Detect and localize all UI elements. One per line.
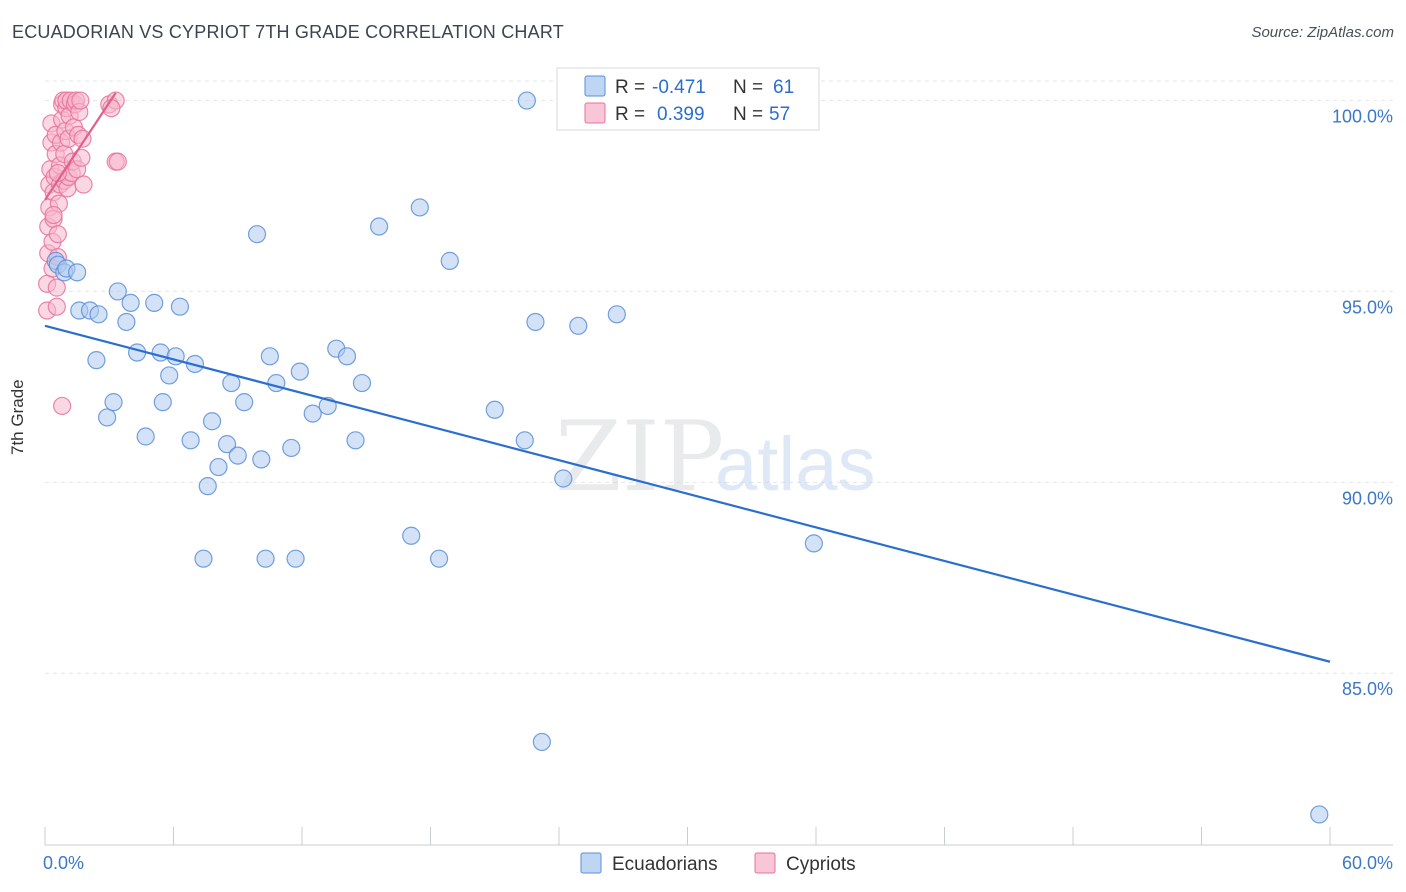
y-tick-label-0: 85.0% <box>1342 679 1393 699</box>
ecuadorians-point-15 <box>136 427 155 446</box>
ecuadorians-point-45 <box>352 373 372 393</box>
ecuadorians-point-55 <box>532 732 551 752</box>
ecuadorians-point-59 <box>804 534 823 553</box>
ecuadorians-point-53 <box>517 91 536 110</box>
cypriots-point-47 <box>73 129 92 148</box>
ecuadorians-point-48 <box>410 198 429 217</box>
cypriots-point-19 <box>48 225 67 244</box>
ecuadorians-point-47 <box>402 526 421 545</box>
ecuadorians-point-4 <box>68 263 87 282</box>
ecuadorians-point-21 <box>170 297 190 316</box>
ecuadorians-point-9 <box>98 408 117 427</box>
ecuadorians-point-8 <box>87 351 106 370</box>
cypriots-point-51 <box>44 205 63 225</box>
ecuadorians-point-43 <box>337 347 357 366</box>
cypriots-point-16 <box>47 297 66 316</box>
source-label: Source: ZipAtlas.com <box>1251 24 1394 41</box>
stats-n-label-ecuadorians: N = <box>733 77 763 98</box>
chart-title: ECUADORIAN VS CYPRIOT 7TH GRADE CORRELAT… <box>12 22 564 42</box>
stats-r-label-ecuadorians: R = <box>615 77 645 98</box>
series-legend: Ecuadorians Cypriots <box>580 852 856 875</box>
stats-r-value-cypriots: 0.399 <box>657 104 705 125</box>
ecuadorians-point-37 <box>282 438 301 458</box>
ecuadorians-point-28 <box>217 435 237 454</box>
ecuadorians-point-26 <box>202 412 222 431</box>
ecuadorians-point-18 <box>153 393 172 412</box>
ecuadorians-point-44 <box>346 431 365 450</box>
stats-n-value-cypriots: 57 <box>769 104 790 125</box>
grid <box>45 80 1393 674</box>
ecuadorians-point-60 <box>1310 805 1329 824</box>
legend-label-cypriots: Cypriots <box>786 854 856 875</box>
watermark-atlas: atlas <box>715 422 876 507</box>
tick-labels: 85.0% 90.0% 95.0% 100.0% 0.0% 60.0% <box>43 107 1393 873</box>
stats-n-label-cypriots: N = <box>733 104 763 125</box>
ecuadorians-point-58 <box>607 305 626 324</box>
y-tick-label-3: 100.0% <box>1332 107 1393 127</box>
ecuadorians-point-27 <box>209 457 228 477</box>
stats-r-value-ecuadorians: -0.471 <box>652 77 706 98</box>
legend-swatch-cypriots <box>754 852 776 874</box>
cypriots-point-45 <box>71 91 90 110</box>
ecuadorians-point-57 <box>569 316 588 335</box>
stats-r-label-cypriots: R = <box>615 104 645 125</box>
ecuadorians-point-51 <box>485 400 504 419</box>
ecuadorians-point-25 <box>198 477 217 496</box>
legend-label-ecuadorians: Ecuadorians <box>612 854 718 875</box>
ecuadorians-point-12 <box>117 312 136 332</box>
ecuadorians-point-7 <box>89 305 108 324</box>
ecuadorians-point-38 <box>286 549 305 568</box>
cypriots-point-50 <box>53 396 72 416</box>
stats-legend-swatch-ecuadorians <box>584 75 606 97</box>
ecuadorians-point-33 <box>252 450 271 469</box>
ecuadorians-point-34 <box>256 549 275 568</box>
cypriots-point-48 <box>74 175 93 194</box>
ecuadorians-point-16 <box>145 293 164 312</box>
y-tick-label-2: 95.0% <box>1342 297 1393 317</box>
ecuadorians-point-32 <box>247 225 267 244</box>
x-tick-label-0: 0.0% <box>43 853 84 873</box>
ecuadorians-point-54 <box>526 312 545 332</box>
ecuadorians-point-49 <box>429 549 449 568</box>
trend-lines <box>44 92 1331 663</box>
ecuadorians-point-22 <box>181 431 200 450</box>
watermark-zip: ZIP <box>555 401 724 513</box>
legend-swatch-ecuadorians <box>580 852 602 874</box>
stats-legend: R = -0.471 N = 61 R = 0.399 N = 57 <box>556 67 820 131</box>
cypriots-point-17 <box>47 278 66 297</box>
ecuadorians-point-13 <box>121 293 140 312</box>
ecuadorians-point-24 <box>194 549 213 568</box>
ecuadorians-trend-line <box>44 324 1331 663</box>
ecuadorians-point-10 <box>104 393 123 412</box>
series-cypriots-points <box>38 91 127 416</box>
cypriots-point-56 <box>108 152 127 171</box>
ecuadorians-point-52 <box>515 431 534 450</box>
ecuadorians-point-56 <box>554 469 573 488</box>
ecuadorians-point-50 <box>440 251 459 270</box>
series-ecuadorians-points <box>46 91 1329 824</box>
ecuadorians-point-40 <box>303 404 322 423</box>
ecuadorians-point-36 <box>267 373 286 393</box>
y-tick-label-1: 90.0% <box>1342 488 1393 508</box>
stats-legend-swatch-cypriots <box>584 102 606 124</box>
ecuadorians-point-31 <box>235 393 254 412</box>
stats-n-value-ecuadorians: 61 <box>773 77 794 98</box>
ecuadorians-point-11 <box>108 282 127 301</box>
ecuadorians-point-46 <box>370 217 389 236</box>
watermark: ZIP atlas <box>555 401 876 513</box>
ecuadorians-point-35 <box>260 347 279 366</box>
ecuadorians-point-30 <box>228 446 247 465</box>
ecuadorians-point-19 <box>160 366 179 385</box>
axes <box>44 827 1393 846</box>
cypriots-trend-line <box>44 92 117 201</box>
x-tick-label-1: 60.0% <box>1342 853 1393 873</box>
ecuadorians-point-39 <box>290 362 309 381</box>
